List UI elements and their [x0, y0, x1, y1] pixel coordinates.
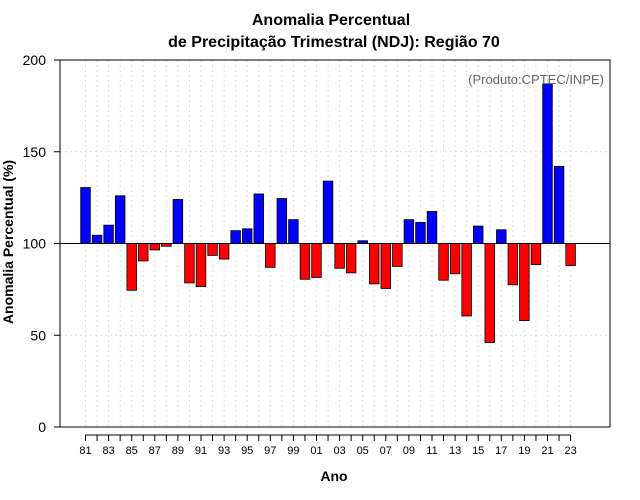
bar-2008 [392, 243, 403, 267]
x-tick-label: 07 [380, 445, 392, 457]
x-tick-label: 19 [518, 445, 530, 457]
x-tick-label: 99 [287, 445, 299, 457]
bar-1997 [265, 243, 276, 268]
bar-series [80, 83, 576, 343]
bar-1996 [253, 193, 264, 244]
bar-1990 [184, 243, 195, 284]
x-tick-label: 01 [310, 445, 322, 457]
bar-1999 [288, 219, 299, 244]
x-tick-label: 13 [449, 445, 461, 457]
bar-2009 [403, 219, 415, 244]
bar-1991 [195, 243, 207, 288]
bar-2011 [426, 210, 438, 244]
bar-1982 [91, 234, 103, 244]
bar-2003 [334, 243, 345, 269]
bar-2022 [553, 166, 565, 244]
x-tick-label: 11 [426, 445, 437, 457]
bar-1989 [172, 199, 184, 244]
x-tick-label: 81 [79, 445, 91, 457]
bar-2012 [438, 243, 449, 281]
x-tick-label: 83 [102, 445, 114, 457]
x-tick-label: 87 [149, 445, 161, 457]
chart-title-line-1: Anomalia Percentual [252, 12, 410, 29]
bar-1992 [207, 243, 218, 256]
bar-1998 [276, 198, 288, 244]
bar-2017 [496, 229, 507, 244]
bar-2006 [369, 243, 380, 285]
plot-frame [59, 59, 611, 428]
x-tick-label: 89 [172, 445, 184, 457]
bar-2016 [484, 243, 495, 343]
bar-1985 [126, 243, 137, 291]
bar-1981 [80, 187, 91, 244]
bar-2014 [461, 243, 472, 317]
bar-2015 [472, 225, 484, 244]
y-tick-label: 150 [23, 144, 47, 160]
bar-2001 [311, 243, 322, 278]
bar-1986 [138, 243, 149, 262]
x-tick-label: 09 [403, 445, 415, 457]
bar-2002 [322, 180, 334, 244]
bar-2023 [565, 243, 576, 266]
x-tick-label: 05 [357, 445, 369, 457]
x-tick-label: 15 [472, 445, 484, 457]
x-tick-label: 17 [495, 445, 507, 457]
bar-1983 [103, 224, 114, 244]
bar-2019 [519, 243, 530, 321]
x-tick-label: 21 [541, 445, 553, 457]
bar-1987 [149, 243, 161, 251]
y-tick-label: 200 [23, 52, 47, 68]
y-tick-label: 50 [30, 327, 46, 343]
x-tick-label: 91 [195, 445, 207, 457]
bar-1995 [241, 228, 253, 244]
x-axis: 81 83 85 87 89 91 93 95 97 99 01 03 05 07 09 11 13 15 17 19… [79, 434, 577, 457]
product-watermark: (Produto:CPTEC/INPE) [468, 72, 604, 87]
y-axis-title: Anomalia Percentual (%) [0, 160, 16, 324]
bar-2013 [449, 243, 461, 275]
bar-2021 [542, 83, 553, 244]
x-tick-label: 97 [264, 445, 276, 457]
y-axis: 0 50 100 150 200 [23, 52, 60, 435]
bar-2018 [507, 243, 519, 286]
bar-1984 [114, 195, 126, 244]
bar-2020 [530, 243, 542, 266]
x-tick-label: 93 [218, 445, 230, 457]
x-axis-title: Ano [320, 468, 347, 484]
bar-1993 [218, 243, 230, 260]
bar-2004 [345, 243, 357, 274]
bar-1994 [230, 230, 241, 244]
chart-title-line-2: de Precipitação Trimestral (NDJ): Região… [168, 34, 500, 51]
bar-2007 [380, 243, 392, 289]
y-tick-label: 100 [23, 236, 47, 252]
x-tick-label: 03 [333, 445, 345, 457]
x-tick-label: 23 [564, 445, 576, 457]
bar-2000 [299, 243, 311, 280]
bar-2010 [415, 221, 426, 244]
x-tick-label: 85 [126, 445, 138, 457]
x-tick-label: 95 [241, 445, 253, 457]
y-tick-label: 0 [38, 419, 46, 435]
